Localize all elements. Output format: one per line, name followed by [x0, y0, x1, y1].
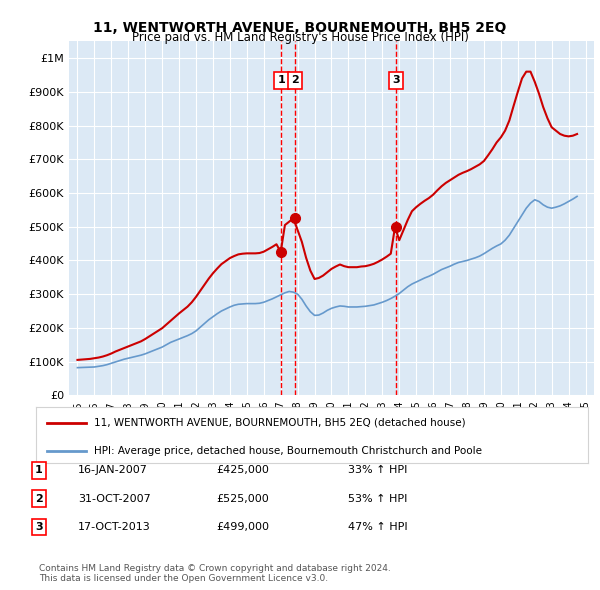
- Text: Contains HM Land Registry data © Crown copyright and database right 2024.
This d: Contains HM Land Registry data © Crown c…: [39, 563, 391, 583]
- Text: HPI: Average price, detached house, Bournemouth Christchurch and Poole: HPI: Average price, detached house, Bour…: [94, 446, 482, 456]
- Text: £525,000: £525,000: [216, 494, 269, 503]
- Text: 2: 2: [35, 494, 43, 503]
- Text: £499,000: £499,000: [216, 522, 269, 532]
- Text: £425,000: £425,000: [216, 466, 269, 475]
- Text: 3: 3: [392, 76, 400, 85]
- Text: 31-OCT-2007: 31-OCT-2007: [78, 494, 151, 503]
- Text: 17-OCT-2013: 17-OCT-2013: [78, 522, 151, 532]
- Text: Price paid vs. HM Land Registry's House Price Index (HPI): Price paid vs. HM Land Registry's House …: [131, 31, 469, 44]
- Text: 16-JAN-2007: 16-JAN-2007: [78, 466, 148, 475]
- Text: 47% ↑ HPI: 47% ↑ HPI: [348, 522, 407, 532]
- Text: 3: 3: [35, 522, 43, 532]
- Text: 11, WENTWORTH AVENUE, BOURNEMOUTH, BH5 2EQ (detached house): 11, WENTWORTH AVENUE, BOURNEMOUTH, BH5 2…: [94, 418, 466, 428]
- Text: 2: 2: [291, 76, 299, 85]
- Text: 11, WENTWORTH AVENUE, BOURNEMOUTH, BH5 2EQ: 11, WENTWORTH AVENUE, BOURNEMOUTH, BH5 2…: [94, 21, 506, 35]
- Text: 1: 1: [35, 466, 43, 475]
- Text: 33% ↑ HPI: 33% ↑ HPI: [348, 466, 407, 475]
- Text: 53% ↑ HPI: 53% ↑ HPI: [348, 494, 407, 503]
- Text: 1: 1: [277, 76, 285, 85]
